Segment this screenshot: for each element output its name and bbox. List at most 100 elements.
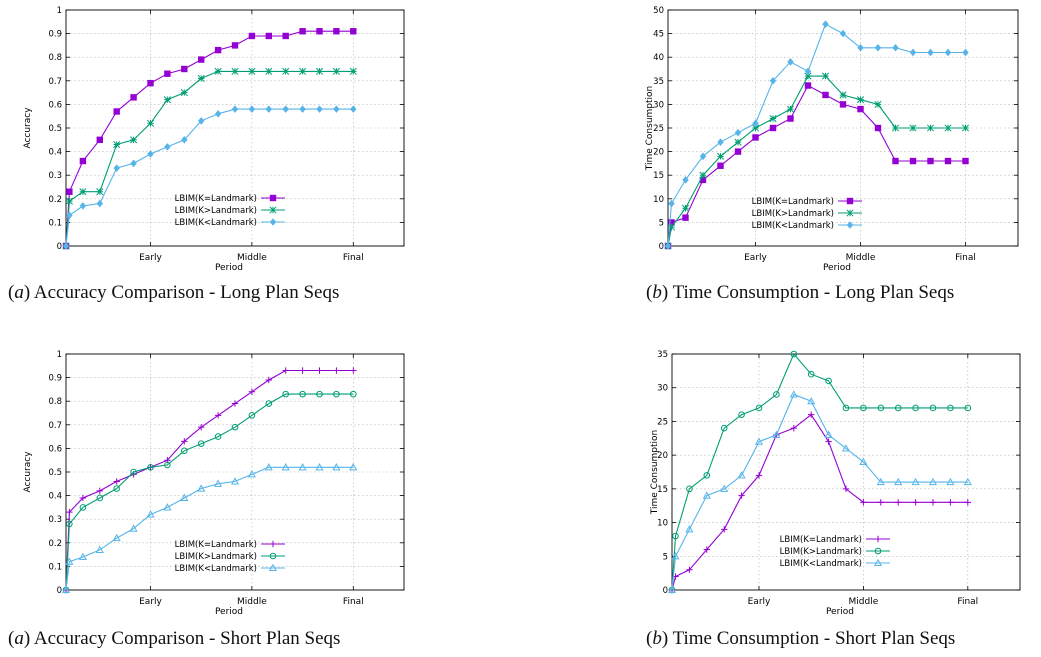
data-point (857, 105, 864, 113)
data-point (61, 585, 71, 594)
data-point (755, 404, 763, 412)
data-point (230, 477, 240, 485)
y-tick-label: 0.3 (48, 515, 62, 525)
data-point (929, 499, 937, 506)
data-point (927, 157, 934, 165)
legend-label: LBIM(K=Landmark) (175, 194, 257, 204)
data-point (197, 74, 205, 82)
caption-letter: b (652, 282, 662, 303)
y-axis-label: Accuracy (23, 107, 33, 149)
y-tick-label: 1 (57, 350, 62, 360)
plot-frame (671, 353, 1021, 591)
caption-letter: a (14, 628, 24, 649)
y-tick-label: 20 (653, 148, 664, 158)
y-tick-label: 0.8 (48, 397, 62, 407)
data-point (130, 136, 138, 144)
y-tick-label: 0.4 (48, 148, 62, 158)
legend-marker (269, 540, 277, 548)
x-axis: Early Middle Final (744, 10, 976, 263)
legend-marker (269, 194, 277, 202)
data-point (164, 70, 171, 77)
data-point (877, 404, 885, 412)
data-point (316, 28, 323, 35)
data-point (682, 214, 689, 221)
data-point (876, 477, 885, 486)
data-point (717, 162, 724, 169)
data-point (66, 520, 73, 528)
data-point (947, 404, 954, 412)
series-line (671, 393, 968, 591)
data-point (333, 390, 340, 398)
data-point (79, 504, 87, 511)
legend-label: LBIM(K>Landmark) (175, 552, 257, 562)
data-point (860, 404, 867, 412)
x-axis: Early Middle Final (139, 354, 364, 607)
data-point (214, 46, 222, 54)
data-point (79, 157, 87, 165)
x-axis-label: Period (215, 607, 243, 617)
data-point (231, 105, 239, 113)
data-point (113, 108, 120, 115)
data-point (928, 477, 938, 486)
data-point (333, 28, 340, 35)
data-point (894, 477, 903, 486)
data-point (929, 404, 937, 412)
data-point (720, 424, 728, 432)
x-tick-label: Early (744, 253, 767, 263)
data-point (231, 67, 239, 75)
data-point (95, 545, 104, 553)
y-tick-label: 0 (57, 586, 62, 596)
y-tick-label: 10 (657, 519, 668, 529)
data-point (874, 100, 882, 108)
legend-label: LBIM(K=Landmark) (175, 540, 257, 550)
chart-caption: (b) Time Consumption - Short Plan Seqs (646, 628, 956, 649)
caption-text: Time Consumption - Long Plan Seqs (672, 282, 955, 303)
data-point (96, 136, 103, 143)
data-point (198, 56, 205, 63)
y-tick-label: 35 (653, 77, 664, 87)
data-point (734, 138, 742, 146)
data-point (842, 404, 850, 412)
legend-marker (873, 558, 883, 567)
caption-text: Accuracy Comparison - Short Plan Seqs (33, 628, 341, 649)
data-point (685, 525, 694, 533)
data-point (964, 499, 971, 506)
data-point (825, 377, 832, 385)
data-point (66, 211, 73, 220)
plot-frame (65, 353, 405, 591)
series-line (65, 393, 354, 591)
data-point (773, 391, 780, 398)
caption-text: Time Consumption - Short Plan Seqs (672, 628, 956, 649)
data-point (963, 477, 972, 486)
data-point (146, 119, 155, 127)
x-tick-label: Final (955, 253, 976, 263)
data-point (944, 48, 952, 57)
y-tick-label: 0.3 (48, 171, 62, 181)
data-point (947, 499, 954, 506)
data-point (734, 148, 742, 155)
data-point (214, 110, 222, 118)
data-point (682, 176, 689, 184)
data-point (350, 105, 357, 113)
data-point (265, 105, 272, 113)
data-point (822, 91, 829, 99)
legend-label: LBIM(K<Landmark) (175, 564, 257, 574)
data-point (804, 82, 812, 89)
data-point (130, 468, 137, 476)
data-point (349, 67, 357, 75)
data-point (944, 124, 952, 132)
legend-label: LBIM(K>Landmark) (175, 206, 257, 216)
data-point (877, 499, 884, 506)
data-point (164, 461, 171, 469)
y-tick-label: 25 (657, 417, 668, 427)
data-point (894, 404, 902, 412)
data-point (824, 430, 833, 438)
data-point (874, 124, 882, 132)
data-point (821, 72, 830, 80)
data-point (734, 128, 742, 137)
data-point (231, 423, 239, 431)
x-axis: Early Middle Final (748, 354, 978, 607)
y-tick-label: 0.2 (48, 539, 62, 549)
series-2 (62, 390, 357, 594)
data-point (113, 164, 120, 172)
